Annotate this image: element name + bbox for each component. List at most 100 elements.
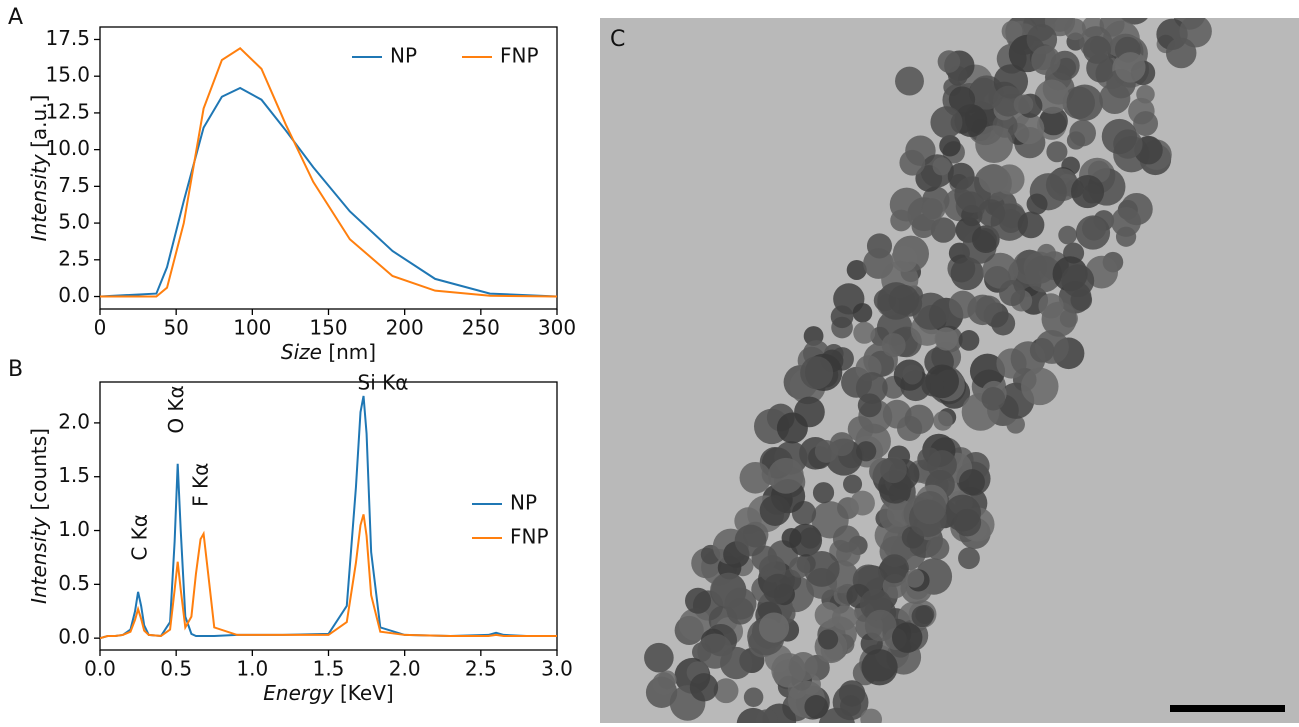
peak-annotation: F Kα [189,463,213,507]
particle [852,303,873,323]
data-line [99,395,557,640]
particle [921,198,943,220]
data-line [99,86,558,298]
particle [939,135,961,157]
particle [830,305,854,329]
particle [1066,84,1103,121]
particle [977,199,1006,227]
particle [1115,52,1146,83]
particle [1031,45,1061,76]
particle [926,536,950,560]
particle [1006,415,1025,434]
particle [1038,293,1064,319]
axis-label-part: [KeV] [334,681,394,705]
particle [743,687,764,707]
axis-label-part: [counts] [27,428,51,517]
particle [1101,118,1138,155]
particle [1025,255,1062,293]
particle [1017,211,1045,239]
particle [981,386,1006,411]
particle [912,292,950,330]
x-axis-label: Size [nm] [281,340,376,364]
axis-label-part: Intensity [27,153,51,241]
plot-frame [99,26,558,310]
particle [734,524,767,557]
particle [831,605,858,631]
particle [999,279,1026,307]
particle [1136,84,1155,104]
x-axis-label: Energy [KeV] [263,681,393,705]
y-tick-label: 7.5 [58,173,90,197]
axis-label-part: Energy [263,681,335,705]
x-tick-label: 1.0 [236,657,268,681]
y-tick-label: 5.0 [58,210,90,234]
particle [895,66,924,96]
particle [861,649,898,686]
particle [1099,82,1131,115]
peak-annotation: C Kα [128,514,152,561]
particle [856,441,877,462]
particle [933,411,953,431]
x-tick-label: 100 [233,316,271,340]
particle [685,587,712,614]
y-tick-label: 1.0 [58,517,90,541]
particle [711,572,747,608]
x-tick-label: 0.0 [84,657,116,681]
particle [755,709,778,723]
particle [864,609,897,642]
particle [888,284,919,315]
x-tick-label: 50 [163,316,188,340]
particle [1039,106,1068,136]
data-line [99,514,557,640]
particle [1058,225,1077,245]
particle [879,554,910,584]
y-tick-label: 1.5 [58,463,90,487]
particle [739,461,772,494]
axis-label-part: Size [281,340,322,364]
particle [905,568,925,588]
panel-label: B [8,357,23,382]
legend-label: NP [390,44,417,68]
particle [857,393,882,418]
legend-label: FNP [510,525,549,549]
x-tick-label: 0 [94,316,107,340]
particle [850,490,875,516]
x-tick-label: 300 [538,316,576,340]
axis-label-part: [a.u.] [27,95,51,155]
particle [911,605,934,628]
particle [958,330,980,351]
x-tick-label: 1.5 [313,657,345,681]
particle [1021,367,1059,406]
x-tick-label: 2.0 [389,657,421,681]
particle [913,491,947,525]
particle [969,353,1006,389]
particle [860,708,883,723]
y-tick-label: 0.0 [58,283,90,307]
particle [975,125,1013,164]
particle [1070,175,1105,209]
particle [1034,79,1070,114]
particle [846,259,867,280]
particle [958,547,980,570]
particle [880,456,907,484]
particle [1013,113,1045,145]
particle [934,327,958,351]
particle [781,527,802,548]
particle [982,252,1019,289]
particle [678,608,712,641]
y-axis-label: Intensity [a.u.] [27,95,51,242]
tem-image [600,18,1299,723]
particle [991,311,1016,336]
particle [1165,37,1197,69]
legend-label: NP [510,491,537,515]
panel-label: C [610,27,625,52]
particle [829,432,854,457]
particle [944,494,981,532]
particle [789,556,811,578]
particle [930,106,963,139]
axis-label-part: [nm] [322,340,376,364]
legend-label: FNP [500,44,539,68]
y-tick-label: 0.5 [58,571,90,595]
particle [776,412,808,444]
particle [713,678,739,704]
